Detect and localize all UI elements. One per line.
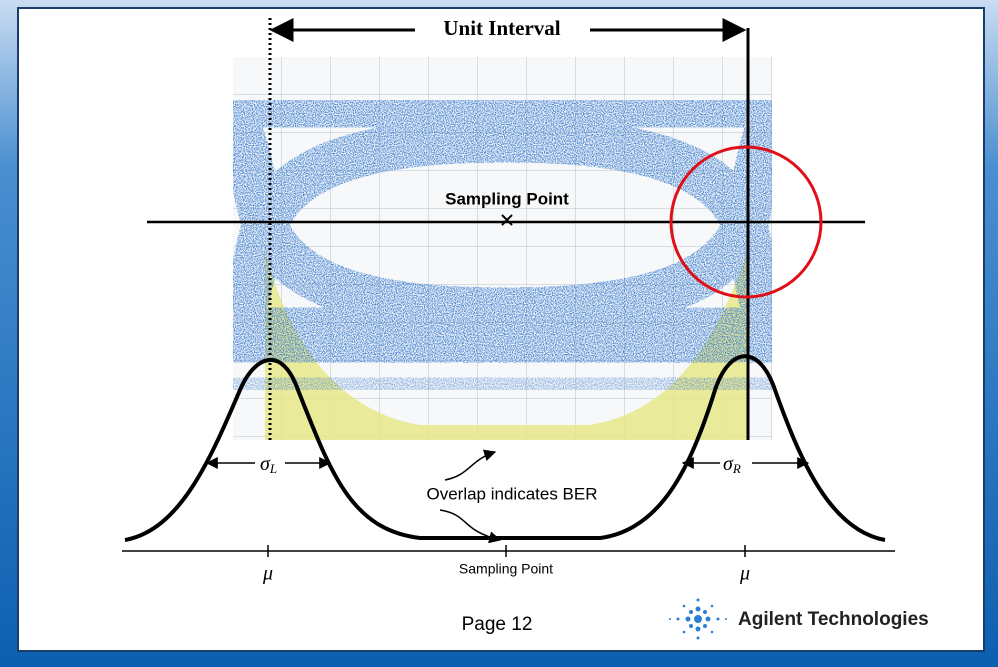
overlap-note: Overlap indicates BER <box>426 484 597 503</box>
eye-diagram <box>233 57 772 440</box>
mu-right: μ <box>739 563 750 585</box>
axis-sampling-point: Sampling Point <box>459 561 553 577</box>
mu-left: μ <box>262 563 273 585</box>
unit-interval-label: Unit Interval <box>443 16 560 40</box>
slide: Unit Interval Sampling Point σL σR Overl… <box>0 0 998 667</box>
company-name: Agilent Technologies <box>738 609 929 630</box>
page-number: Page 12 <box>462 614 533 635</box>
sampling-point-label: Sampling Point <box>445 189 569 208</box>
